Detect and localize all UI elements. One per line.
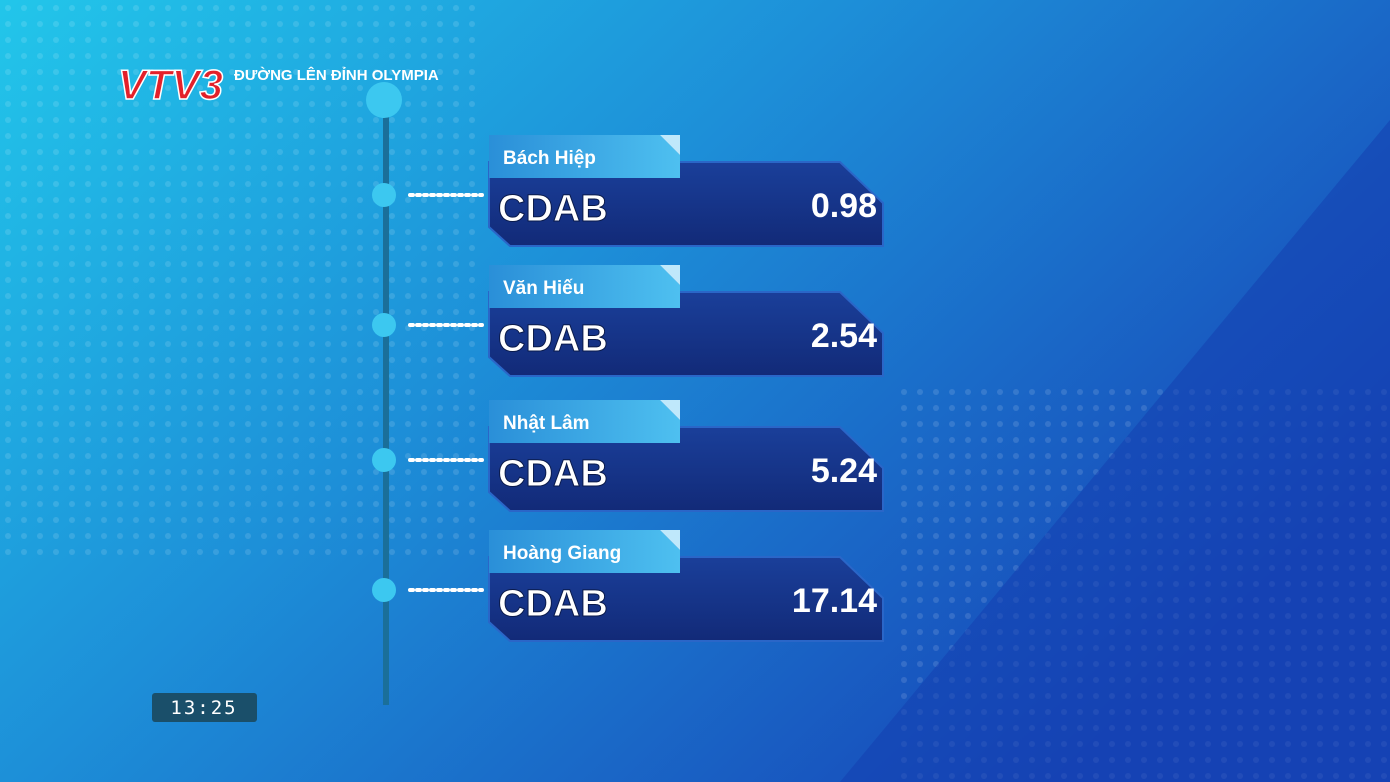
name-tab [489,135,680,178]
logo: VTV3 [118,61,223,108]
timeline-node [372,313,396,337]
timeline-top [366,82,402,118]
clock-box [152,693,257,722]
answer: CDAB [498,318,608,360]
timeline-node [372,578,396,602]
contestant-name: Văn Hiếu [503,278,584,299]
program-title: ĐƯỜNG LÊN ĐỈNH OLYMPIA [234,66,439,84]
timeline [383,100,389,705]
answer-box [488,556,884,642]
tab-corner [660,265,680,285]
answer-time: 2.54 [811,317,877,355]
answer: CDAB [498,453,608,495]
answer-time: 17.14 [792,582,877,620]
tab-corner [660,400,680,420]
tab-corner [660,530,680,550]
name-tab [489,400,680,443]
answer-time: 5.24 [811,452,877,490]
answer-box [488,161,884,247]
contestant-name: Nhật Lâm [503,413,590,434]
timeline-node [372,183,396,207]
tab-corner [660,135,680,155]
dot-pattern [0,0,480,560]
answer-time: 0.98 [811,187,877,225]
diagonal-band [840,120,1390,782]
answer-box [488,426,884,512]
answer: CDAB [498,188,608,230]
answer-box [488,291,884,377]
clock: 13:25 [170,697,237,719]
contestant-name: Hoàng Giang [503,543,621,564]
name-tab [489,265,680,308]
contestant-name: Bách Hiệp [503,148,596,169]
name-tab [489,530,680,573]
timeline-node [372,448,396,472]
answer: CDAB [498,583,608,625]
